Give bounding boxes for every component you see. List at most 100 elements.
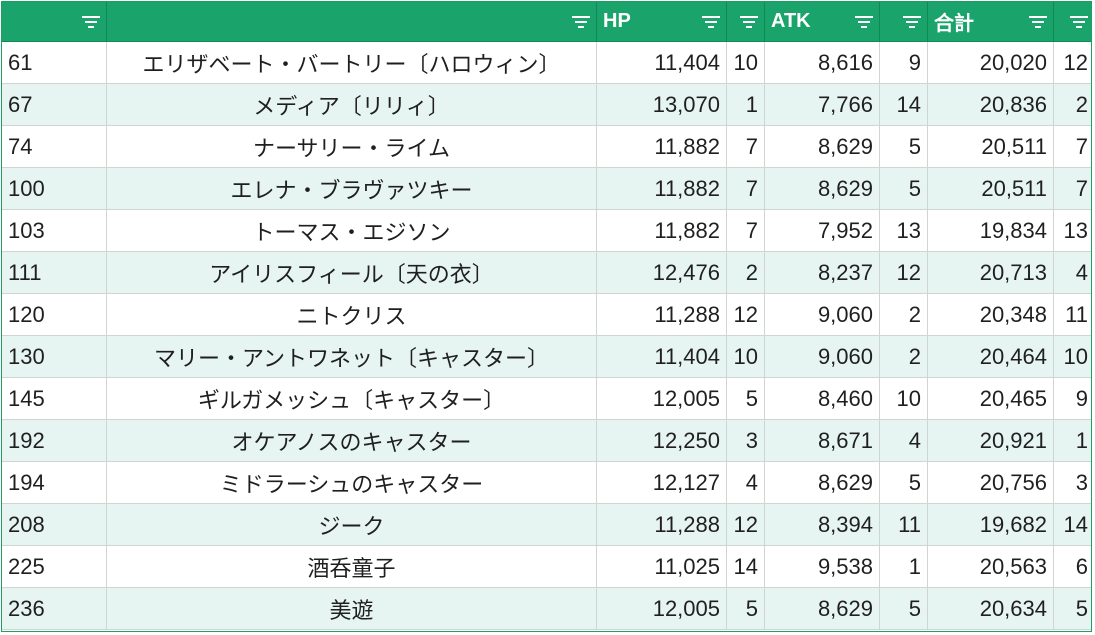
table-row[interactable]: 194 ミドラーシュのキャスター 12,127 4 8,629 5 20,756 3	[2, 461, 1091, 504]
cell-name[interactable]: オケアノスのキャスター	[106, 419, 597, 462]
cell-total[interactable]: 20,465	[927, 377, 1054, 420]
cell-atk-rank[interactable]: 12	[879, 251, 928, 294]
cell-total-rank[interactable]: 7	[1053, 125, 1091, 168]
cell-total-rank[interactable]: 4	[1053, 251, 1091, 294]
cell-number[interactable]: 130	[2, 335, 107, 378]
table-row[interactable]: 67 メディア〔リリィ〕 13,070 1 7,766 14 20,836 2	[2, 83, 1091, 126]
cell-hp[interactable]: 12,250	[596, 419, 727, 462]
cell-total[interactable]: 19,682	[927, 503, 1054, 546]
cell-atk-rank[interactable]: 5	[879, 125, 928, 168]
cell-hp[interactable]: 11,025	[596, 545, 727, 588]
column-header-4[interactable]: ATK	[764, 2, 880, 42]
cell-total-rank[interactable]: 6	[1053, 545, 1091, 588]
table-row[interactable]: 225 酒呑童子 11,025 14 9,538 1 20,563 6	[2, 545, 1091, 588]
cell-hp[interactable]: 12,005	[596, 377, 727, 420]
cell-atk[interactable]: 9,060	[764, 335, 880, 378]
cell-name[interactable]: アイリスフィール〔天の衣〕	[106, 251, 597, 294]
cell-hp-rank[interactable]: 10	[726, 335, 765, 378]
cell-total[interactable]: 20,464	[927, 335, 1054, 378]
cell-name[interactable]: 美遊	[106, 587, 597, 630]
cell-total-rank[interactable]: 14	[1053, 503, 1091, 546]
column-header-1[interactable]	[106, 2, 597, 42]
filter-icon[interactable]	[740, 15, 758, 29]
cell-total[interactable]: 20,756	[927, 461, 1054, 504]
cell-total[interactable]: 20,511	[927, 125, 1054, 168]
cell-atk[interactable]: 8,616	[764, 41, 880, 84]
cell-hp-rank[interactable]: 5	[726, 377, 765, 420]
cell-hp-rank[interactable]: 5	[726, 587, 765, 630]
cell-atk-rank[interactable]: 5	[879, 167, 928, 210]
cell-name[interactable]: ナーサリー・ライム	[106, 125, 597, 168]
cell-hp-rank[interactable]: 7	[726, 125, 765, 168]
table-row[interactable]: 100 エレナ・ブラヴァツキー 11,882 7 8,629 5 20,511 7	[2, 167, 1091, 210]
filter-icon[interactable]	[855, 15, 873, 29]
table-row[interactable]: 120 ニトクリス 11,288 12 9,060 2 20,348 11	[2, 293, 1091, 336]
filter-icon[interactable]	[572, 15, 590, 29]
filter-icon[interactable]	[903, 15, 921, 29]
cell-number[interactable]: 192	[2, 419, 107, 462]
cell-atk[interactable]: 9,060	[764, 293, 880, 336]
cell-atk[interactable]: 8,629	[764, 587, 880, 630]
cell-hp-rank[interactable]: 12	[726, 503, 765, 546]
cell-number[interactable]: 225	[2, 545, 107, 588]
cell-atk[interactable]: 8,394	[764, 503, 880, 546]
cell-atk[interactable]: 8,629	[764, 167, 880, 210]
cell-hp-rank[interactable]: 14	[726, 545, 765, 588]
cell-atk-rank[interactable]: 11	[879, 503, 928, 546]
cell-name[interactable]: ジーク	[106, 503, 597, 546]
cell-name[interactable]: エリザベート・バートリー〔ハロウィン〕	[106, 41, 597, 84]
cell-atk[interactable]: 7,952	[764, 209, 880, 252]
cell-name[interactable]: ニトクリス	[106, 293, 597, 336]
cell-total-rank[interactable]: 2	[1053, 83, 1091, 126]
cell-hp-rank[interactable]: 7	[726, 209, 765, 252]
cell-atk[interactable]: 7,766	[764, 83, 880, 126]
cell-total-rank[interactable]: 9	[1053, 377, 1091, 420]
cell-number[interactable]: 100	[2, 167, 107, 210]
cell-name[interactable]: ギルガメッシュ〔キャスター〕	[106, 377, 597, 420]
cell-number[interactable]: 145	[2, 377, 107, 420]
cell-hp-rank[interactable]: 7	[726, 167, 765, 210]
cell-total[interactable]: 20,563	[927, 545, 1054, 588]
cell-total-rank[interactable]: 5	[1053, 587, 1091, 630]
cell-name[interactable]: メディア〔リリィ〕	[106, 83, 597, 126]
table-row[interactable]: 208 ジーク 11,288 12 8,394 11 19,682 14	[2, 503, 1091, 546]
cell-hp[interactable]: 12,476	[596, 251, 727, 294]
cell-atk-rank[interactable]: 14	[879, 83, 928, 126]
table-row[interactable]: 61 エリザベート・バートリー〔ハロウィン〕 11,404 10 8,616 9 20,02…	[2, 41, 1091, 84]
cell-number[interactable]: 120	[2, 293, 107, 336]
cell-total[interactable]: 20,836	[927, 83, 1054, 126]
cell-name[interactable]: マリー・アントワネット〔キャスター〕	[106, 335, 597, 378]
cell-hp[interactable]: 11,882	[596, 209, 727, 252]
cell-total-rank[interactable]: 3	[1053, 461, 1091, 504]
table-row[interactable]: 130 マリー・アントワネット〔キャスター〕 11,404 10 9,060 2 20,46…	[2, 335, 1091, 378]
cell-number[interactable]: 74	[2, 125, 107, 168]
cell-hp-rank[interactable]: 1	[726, 83, 765, 126]
table-row[interactable]: 192 オケアノスのキャスター 12,250 3 8,671 4 20,921 1	[2, 419, 1091, 462]
cell-name[interactable]: 酒呑童子	[106, 545, 597, 588]
cell-total-rank[interactable]: 1	[1053, 419, 1091, 462]
cell-number[interactable]: 236	[2, 587, 107, 630]
filter-icon[interactable]	[1070, 15, 1088, 29]
cell-hp[interactable]: 12,005	[596, 587, 727, 630]
filter-icon[interactable]	[1029, 15, 1047, 29]
cell-total[interactable]: 20,713	[927, 251, 1054, 294]
cell-hp[interactable]: 12,127	[596, 461, 727, 504]
cell-hp-rank[interactable]: 10	[726, 41, 765, 84]
cell-total-rank[interactable]: 13	[1053, 209, 1091, 252]
cell-number[interactable]: 103	[2, 209, 107, 252]
cell-hp-rank[interactable]: 2	[726, 251, 765, 294]
cell-atk-rank[interactable]: 1	[879, 545, 928, 588]
column-header-5[interactable]	[879, 2, 928, 42]
cell-hp[interactable]: 11,882	[596, 125, 727, 168]
cell-hp[interactable]: 13,070	[596, 83, 727, 126]
cell-atk-rank[interactable]: 13	[879, 209, 928, 252]
cell-number[interactable]: 111	[2, 251, 107, 294]
cell-atk-rank[interactable]: 2	[879, 293, 928, 336]
cell-total-rank[interactable]: 10	[1053, 335, 1091, 378]
cell-total[interactable]: 20,511	[927, 167, 1054, 210]
filter-icon[interactable]	[82, 15, 100, 29]
cell-total-rank[interactable]: 11	[1053, 293, 1091, 336]
column-header-7[interactable]	[1053, 2, 1091, 42]
cell-atk[interactable]: 8,460	[764, 377, 880, 420]
cell-hp-rank[interactable]: 3	[726, 419, 765, 462]
